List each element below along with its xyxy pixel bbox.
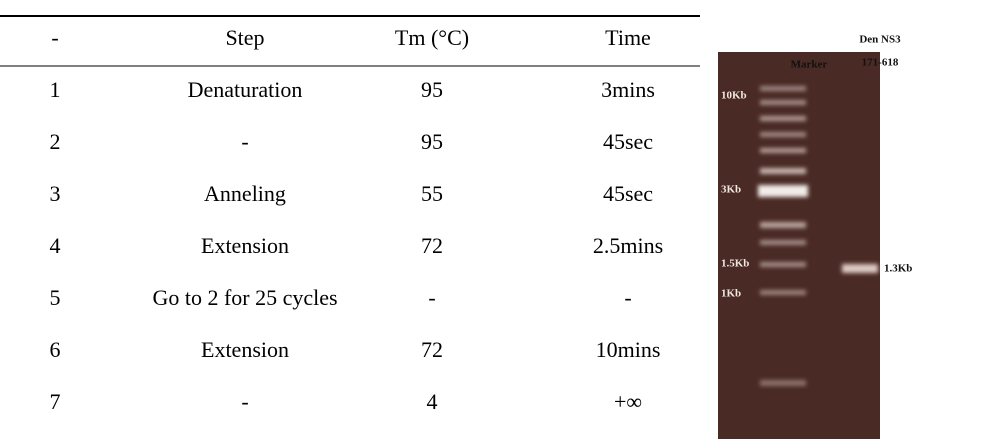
table-cell: Extension <box>201 337 289 362</box>
table-cell: - <box>428 285 435 310</box>
table-cell: Extension <box>201 233 289 258</box>
table-cell: Go to 2 for 25 cycles <box>152 285 337 310</box>
size-label: 1Kb <box>721 288 741 300</box>
table-header-cell: Step <box>225 25 264 50</box>
table-cell: 95 <box>421 77 443 102</box>
figure: Marker Den NS3 171-618 10Kb 3Kb 1.5Kb 1K… <box>0 0 993 439</box>
table-header-cell: - <box>51 25 58 50</box>
table-cell: +∞ <box>614 389 642 414</box>
lane-label: Den NS3 <box>859 34 901 46</box>
table-cell: 4 <box>427 389 438 414</box>
table-cell: 5 <box>50 285 61 310</box>
table-cell: Anneling <box>204 181 286 206</box>
table-cell: 72 <box>421 337 443 362</box>
table-header-cell: Time <box>605 25 651 50</box>
lane-label: 171-618 <box>862 57 899 69</box>
table-cell: 6 <box>50 337 61 362</box>
table-cell: 72 <box>421 233 443 258</box>
table-cell: - <box>241 129 248 154</box>
table-cell: 45sec <box>603 129 653 154</box>
size-label: 10Kb <box>721 90 747 102</box>
page: Marker Den NS3 171-618 10Kb 3Kb 1.5Kb 1K… <box>0 0 993 439</box>
table-cell: 2 <box>50 129 61 154</box>
table-cell: 95 <box>421 129 443 154</box>
table-cell: 45sec <box>603 181 653 206</box>
table-cell: - <box>241 389 248 414</box>
table-cell: 3 <box>50 181 61 206</box>
size-label: 1.5Kb <box>721 258 749 270</box>
lane-label: Marker <box>791 59 828 71</box>
table-cell: Denaturation <box>188 77 303 102</box>
table-cell: - <box>624 285 631 310</box>
table-cell: 3mins <box>601 77 655 102</box>
table-cell: 4 <box>50 233 61 258</box>
table-cell: 1 <box>50 77 61 102</box>
table-header-cell: Tm (°C) <box>395 25 469 50</box>
band-label: 1.3Kb <box>884 263 912 275</box>
table-cell: 2.5mins <box>593 233 663 258</box>
table-cell: 10mins <box>596 337 661 362</box>
table-cell: 55 <box>421 181 443 206</box>
size-label: 3Kb <box>721 184 741 196</box>
table-cell: 7 <box>50 389 61 414</box>
